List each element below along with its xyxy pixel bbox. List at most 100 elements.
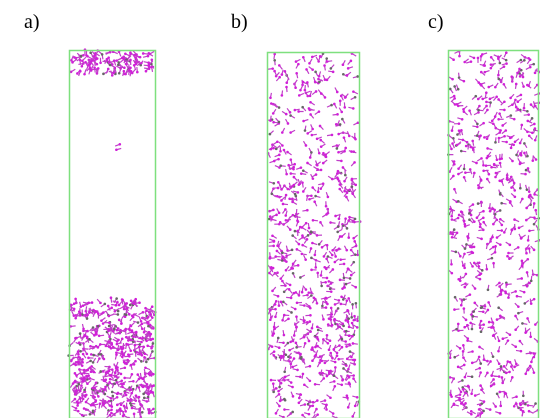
atom <box>298 375 302 379</box>
atom <box>101 322 105 325</box>
atom <box>483 136 486 139</box>
atom <box>510 228 514 232</box>
atom <box>134 331 138 334</box>
atom <box>331 412 335 415</box>
atom <box>89 359 92 363</box>
atom <box>85 352 89 356</box>
atom <box>486 371 489 375</box>
atom <box>457 129 461 132</box>
atom <box>114 303 118 307</box>
atom <box>482 409 485 413</box>
atom <box>494 171 498 175</box>
atom <box>140 410 144 414</box>
atom <box>318 361 321 364</box>
atom <box>94 54 97 57</box>
atom <box>345 394 349 398</box>
atom <box>119 403 123 407</box>
atom <box>314 353 318 357</box>
atom <box>452 58 455 62</box>
atom <box>107 340 111 344</box>
atom <box>297 94 301 97</box>
atom <box>336 176 339 180</box>
atom <box>333 384 337 388</box>
atom <box>268 271 271 275</box>
atom <box>77 341 81 344</box>
atom <box>306 132 309 135</box>
atom <box>527 56 530 60</box>
atom <box>75 400 79 403</box>
atom <box>276 244 279 248</box>
atom <box>89 51 92 55</box>
atom <box>477 355 481 359</box>
atom <box>94 57 98 61</box>
atom <box>108 377 112 381</box>
atom <box>308 379 312 383</box>
atom <box>278 379 281 382</box>
atom <box>335 90 339 94</box>
atom <box>283 370 286 374</box>
atom <box>322 338 325 341</box>
atom <box>286 187 290 191</box>
atom <box>310 151 313 154</box>
atom <box>124 410 127 413</box>
atom <box>482 220 485 224</box>
atom <box>337 150 340 154</box>
atom <box>523 151 526 155</box>
atom <box>325 403 328 407</box>
atom <box>115 342 119 346</box>
atom <box>323 266 327 269</box>
atom <box>519 152 522 155</box>
atom <box>336 225 340 228</box>
atom <box>130 330 134 334</box>
atom <box>296 191 300 194</box>
atom <box>352 260 356 264</box>
atom <box>277 106 281 109</box>
atom <box>354 285 358 289</box>
atom <box>137 377 141 381</box>
atom <box>499 404 503 408</box>
atom <box>323 361 327 365</box>
atom <box>122 69 126 73</box>
atom <box>330 313 334 316</box>
atom <box>529 335 532 339</box>
atom <box>497 77 501 81</box>
atom <box>526 167 530 170</box>
atom <box>295 248 299 251</box>
atom <box>464 144 468 148</box>
atom <box>115 351 118 354</box>
atom <box>346 396 349 400</box>
atom <box>129 66 132 70</box>
atom <box>353 95 357 99</box>
atom <box>269 147 273 151</box>
atom <box>338 187 342 191</box>
atom <box>451 232 455 236</box>
atom <box>516 107 520 111</box>
atom <box>74 363 78 367</box>
atom <box>339 302 343 306</box>
atom <box>110 408 113 412</box>
atom <box>152 407 155 411</box>
atom <box>129 398 133 401</box>
atom <box>319 145 323 148</box>
atom <box>319 187 323 190</box>
atom <box>477 184 480 187</box>
atom <box>321 371 324 375</box>
atom <box>502 65 506 68</box>
panel-label: a) <box>24 11 40 33</box>
atom <box>302 55 305 59</box>
snapshot-c <box>447 49 540 418</box>
atom <box>116 301 119 304</box>
atom <box>79 349 82 353</box>
atom <box>512 404 516 408</box>
atom <box>342 262 346 266</box>
atom <box>272 120 275 124</box>
atom <box>354 137 357 141</box>
atom <box>467 236 470 240</box>
atom <box>128 328 132 332</box>
atom <box>528 194 531 198</box>
atom <box>526 119 530 123</box>
atom <box>453 85 456 88</box>
atom <box>310 348 313 351</box>
atom <box>339 258 342 261</box>
atom <box>466 339 469 342</box>
